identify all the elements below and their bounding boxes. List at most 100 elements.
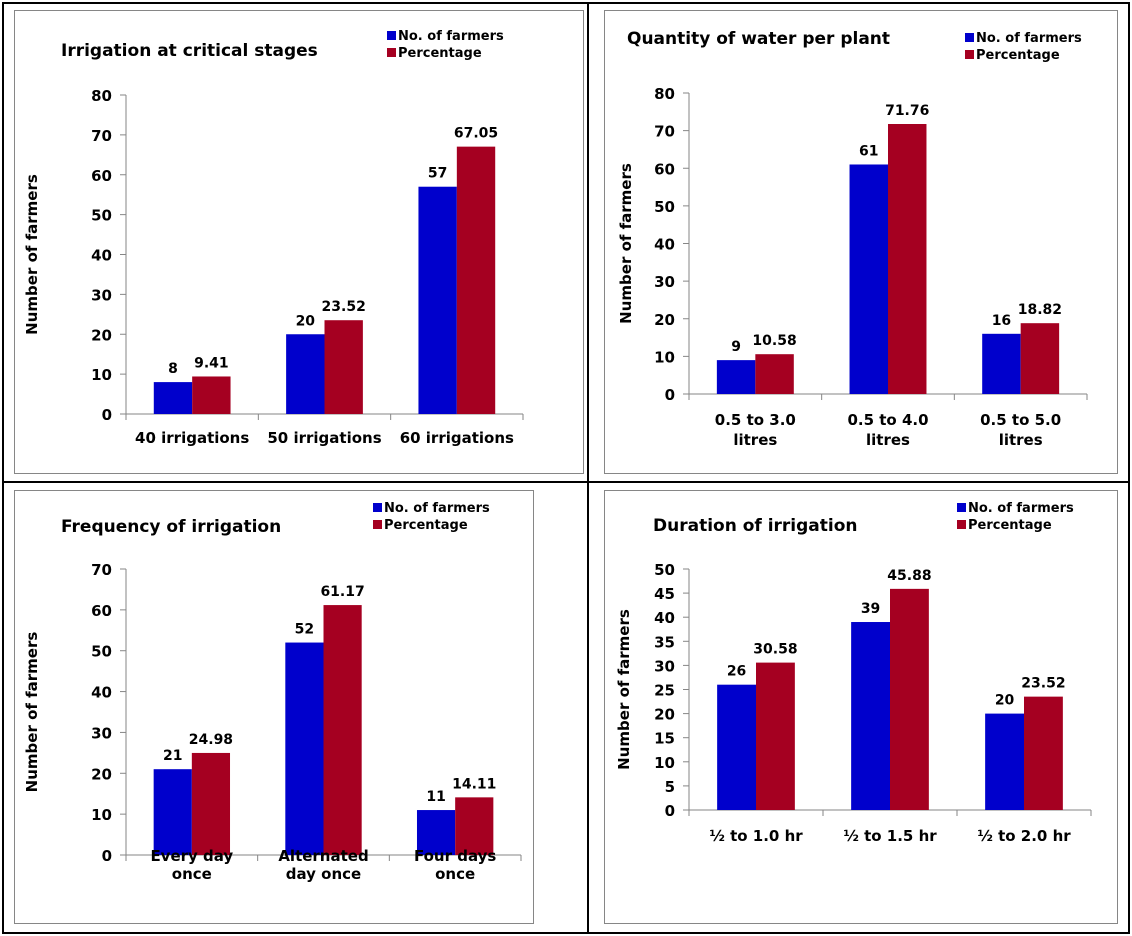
chart-panel-irrigation-critical-stages: Irrigation at critical stages No. of farm… — [14, 10, 584, 474]
bar-percentage — [1020, 323, 1060, 394]
data-label-farmers: 61 — [859, 143, 878, 159]
bar-percentage — [324, 320, 363, 414]
chart-panel-quantity-water: Quantity of water per plant No. of farmer… — [604, 10, 1118, 474]
bar-percentage — [890, 588, 929, 810]
bar-farmers — [716, 360, 756, 394]
y-tick-label: 0 — [102, 406, 112, 424]
bar-farmers — [717, 684, 756, 810]
data-label-percentage: 23.52 — [322, 299, 366, 315]
data-label-percentage: 9.41 — [194, 355, 229, 371]
x-category-label: ½ to 1.5 hr — [843, 827, 937, 845]
data-label-percentage: 10.58 — [752, 333, 796, 349]
legend-swatch-percentage — [957, 520, 966, 529]
legend-label-farmers: No. of farmers — [384, 501, 490, 516]
y-tick-label: 30 — [91, 724, 112, 742]
frame-vertical-divider — [587, 2, 589, 934]
chart-panel-duration-irrigation: Duration of irrigation No. of farmers Perc… — [604, 490, 1118, 924]
x-category-label: 40 irrigations — [135, 429, 249, 447]
x-category-label: 0.5 to 4.0 — [847, 411, 928, 429]
data-label-farmers: 26 — [727, 664, 746, 680]
legend-swatch-farmers — [965, 33, 974, 42]
legend-label-farmers: No. of farmers — [398, 29, 504, 44]
y-tick-label: 25 — [654, 682, 675, 700]
y-tick-label: 50 — [91, 207, 112, 225]
y-tick-label: 20 — [91, 326, 112, 344]
data-label-farmers: 8 — [168, 361, 178, 377]
chart-svg: Frequency of irrigation No. of farmers Per… — [23, 501, 522, 883]
x-category-label: 0.5 to 5.0 — [980, 411, 1061, 429]
frame-bottom-border — [2, 932, 1130, 934]
x-category-label: day once — [286, 865, 361, 883]
data-label-percentage: 71.76 — [885, 103, 929, 119]
y-tick-label: 60 — [654, 160, 675, 178]
data-label-percentage: 23.52 — [1021, 676, 1065, 692]
y-tick-label: 80 — [91, 87, 112, 105]
data-label-percentage: 14.11 — [452, 776, 496, 792]
bar-farmers — [851, 622, 890, 810]
data-label-percentage: 30.58 — [753, 642, 797, 658]
bar-percentage — [756, 662, 795, 810]
chart-panel-frequency-irrigation: Frequency of irrigation No. of farmers Per… — [14, 490, 534, 924]
x-category-label: 50 irrigations — [267, 429, 381, 447]
y-tick-label: 70 — [654, 123, 675, 141]
bar-percentage — [888, 124, 927, 395]
x-category-label: Alternated — [278, 847, 368, 865]
legend-swatch-percentage — [373, 520, 382, 529]
bar-farmers — [849, 164, 888, 394]
bar-farmers — [416, 810, 456, 855]
y-tick-label: 20 — [91, 765, 112, 783]
y-tick-label: 50 — [654, 561, 675, 579]
data-label-percentage: 45.88 — [887, 568, 931, 584]
legend-label-farmers: No. of farmers — [968, 501, 1074, 516]
y-tick-label: 10 — [654, 348, 675, 366]
y-tick-label: 40 — [91, 247, 112, 265]
frame-right-border — [1128, 2, 1130, 934]
y-tick-label: 35 — [654, 633, 675, 651]
y-tick-label: 30 — [654, 657, 675, 675]
legend-swatch-percentage — [387, 48, 396, 57]
data-label-farmers: 9 — [731, 339, 741, 355]
y-tick-label: 70 — [91, 127, 112, 145]
y-tick-label: 5 — [665, 778, 675, 796]
bar-farmers — [285, 642, 324, 855]
y-tick-label: 20 — [654, 706, 675, 724]
frame-left-border — [2, 2, 4, 934]
frame-horizontal-divider — [2, 481, 1130, 483]
y-tick-label: 10 — [91, 366, 112, 384]
y-axis-label: Number of farmers — [617, 163, 635, 324]
y-tick-label: 0 — [102, 847, 112, 865]
x-category-label: Four days — [414, 847, 496, 865]
legend-label-percentage: Percentage — [976, 48, 1060, 63]
legend-label-percentage: Percentage — [384, 518, 468, 533]
data-label-farmers: 20 — [995, 693, 1015, 709]
data-label-percentage: 67.05 — [454, 126, 498, 142]
y-tick-label: 30 — [91, 286, 112, 304]
y-tick-label: 0 — [665, 802, 675, 820]
y-tick-label: 40 — [654, 609, 675, 627]
data-label-percentage: 24.98 — [189, 732, 233, 748]
x-category-label: litres — [866, 431, 910, 449]
data-label-farmers: 11 — [426, 789, 445, 805]
y-tick-label: 40 — [91, 684, 112, 702]
bar-percentage — [755, 354, 794, 394]
chart-title: Quantity of water per plant — [627, 29, 890, 49]
data-label-farmers: 21 — [163, 748, 182, 764]
chart-title: Duration of irrigation — [653, 516, 858, 536]
data-label-farmers: 16 — [992, 313, 1011, 329]
bar-percentage — [323, 605, 362, 855]
bar-farmers — [286, 334, 325, 414]
y-tick-label: 20 — [654, 311, 675, 329]
y-tick-label: 80 — [654, 85, 675, 103]
data-label-farmers: 20 — [296, 313, 316, 329]
legend-label-farmers: No. of farmers — [976, 31, 1082, 46]
chart-title: Irrigation at critical stages — [61, 41, 318, 61]
y-tick-label: 10 — [91, 806, 112, 824]
y-tick-label: 40 — [654, 236, 675, 254]
x-category-label: once — [435, 865, 475, 883]
frame-top-border — [2, 2, 1130, 4]
bar-farmers — [985, 713, 1024, 810]
legend-label-percentage: Percentage — [398, 46, 482, 61]
data-label-farmers: 39 — [861, 601, 880, 617]
data-label-farmers: 52 — [295, 622, 314, 638]
chart-svg: Irrigation at critical stages No. of farm… — [23, 29, 524, 447]
